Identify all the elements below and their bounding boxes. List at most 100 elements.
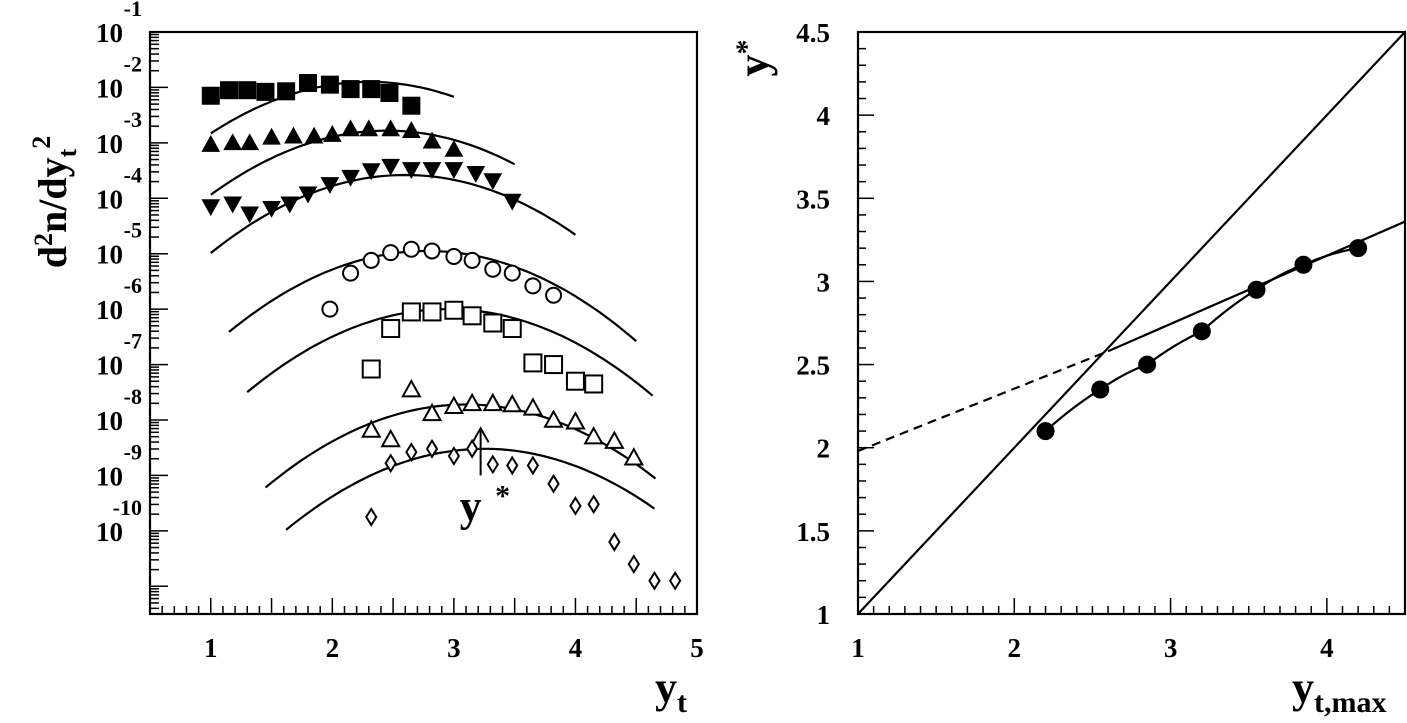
left-marks <box>201 73 682 591</box>
data-point-open-diamond <box>608 532 621 552</box>
data-point-filled-triangle-down <box>502 193 522 211</box>
data-point-open-diamond <box>465 438 479 459</box>
ystar-label-sup: * <box>495 479 510 512</box>
data-point-filled-triangle-down <box>466 166 486 183</box>
right-xlabel: yt,max <box>1292 663 1386 719</box>
data-point-filled-triangle-up <box>401 121 421 138</box>
x-tick-label: 2 <box>326 633 340 663</box>
data-point-open-triangle-up <box>502 393 523 413</box>
right-tick-labels: 1 2 3 4 1 1.5 2 2.5 3 3.5 4 4.5 <box>796 18 1333 663</box>
y-tick-exponent: -4 <box>124 162 142 187</box>
data-point-open-diamond <box>384 453 397 474</box>
data-point-open-square <box>462 306 482 326</box>
fit-line-extrapolated <box>857 350 1109 453</box>
data-point-filled-triangle-down <box>361 163 381 181</box>
data-point-open-circle <box>445 247 463 265</box>
data-point-open-triangle-up <box>421 402 443 422</box>
data-point-open-triangle-up <box>522 397 544 416</box>
data-point-open-triangle-up <box>361 419 382 438</box>
data-point-open-square <box>502 319 522 339</box>
y-tick-exponent: -7 <box>124 329 142 354</box>
data-point-open-square <box>381 319 401 339</box>
data-point-open-diamond <box>405 442 418 463</box>
data-point-open-circle <box>463 251 481 269</box>
data-point-open-diamond <box>587 494 600 515</box>
y-tick-label: 1 <box>817 600 831 630</box>
x-tick-label: 1 <box>851 633 865 663</box>
data-point-open-diamond <box>506 455 519 476</box>
data-point-open-square <box>565 371 585 391</box>
data-point-filled-triangle-down <box>223 196 243 214</box>
right-lines <box>857 31 1406 615</box>
data-point-open-square <box>544 355 564 375</box>
data-point-filled-square <box>362 80 381 99</box>
left-ticks <box>149 31 698 614</box>
data-point-open-circle <box>503 264 521 282</box>
data-point-filled-triangle-up <box>201 134 221 152</box>
data-point-filled-square <box>320 75 339 94</box>
y-tick-exponent: -6 <box>124 273 142 298</box>
data-point-filled-triangle-down <box>422 162 442 179</box>
data-point-filled-triangle-up <box>284 126 303 144</box>
data-point-filled-circle <box>1294 255 1313 274</box>
diagonal-line <box>857 31 1406 615</box>
ystar-label: y <box>460 481 482 530</box>
y-tick-label: 10 <box>96 461 123 491</box>
data-point-filled-triangle-up <box>359 119 379 137</box>
ystar-annotation: y * <box>460 426 510 530</box>
fit-curve <box>228 249 637 342</box>
y-tick-exponent: -5 <box>124 218 142 243</box>
data-point-filled-square <box>238 81 257 100</box>
data-point-open-circle <box>545 286 563 304</box>
right-frame <box>856 30 1407 616</box>
data-point-filled-circle <box>1036 422 1055 441</box>
data-point-open-circle <box>524 277 542 295</box>
data-point-open-diamond <box>648 570 661 591</box>
data-point-open-triangle-up <box>543 409 564 428</box>
y-tick-label: 4.5 <box>796 18 830 48</box>
data-point-open-diamond <box>447 446 461 466</box>
x-tick-label: 2 <box>1008 633 1022 663</box>
data-point-filled-triangle-down <box>381 158 401 176</box>
data-point-open-circle <box>382 244 400 262</box>
x-tick-label: 4 <box>1320 633 1334 663</box>
data-point-filled-circle <box>1247 280 1266 299</box>
y-tick-label: 3.5 <box>796 184 830 214</box>
y-tick-label: 10 <box>96 517 123 547</box>
left-xlabel: yt <box>655 663 687 719</box>
y-tick-label: 10 <box>96 295 123 325</box>
fit-curve <box>210 129 516 196</box>
y-tick-label: 1.5 <box>796 517 830 547</box>
y-tick-label: 3 <box>817 267 831 297</box>
data-point-filled-square <box>220 81 239 100</box>
data-point-filled-triangle-up <box>262 127 281 145</box>
y-tick-label: 10 <box>96 406 123 436</box>
data-point-open-triangle-up <box>443 395 465 414</box>
data-point-filled-square <box>402 96 421 115</box>
x-tick-label: 5 <box>690 633 704 663</box>
y-tick-label: 10 <box>96 240 123 270</box>
y-tick-label: 10 <box>96 351 123 381</box>
data-point-filled-triangle-up <box>304 126 324 144</box>
data-point-open-square <box>444 300 464 320</box>
right-ylabel: y* <box>729 40 778 77</box>
x-tick-label: 4 <box>569 633 583 663</box>
data-point-open-square <box>422 302 442 322</box>
data-point-open-triangle-up <box>604 430 625 449</box>
left-panel: 1 2 3 4 510-110-210-310-410-510-610-710-810-… <box>27 0 704 719</box>
data-point-filled-square <box>380 83 399 102</box>
data-point-open-square <box>401 302 421 322</box>
data-point-filled-triangle-up <box>322 125 342 142</box>
data-point-filled-triangle-up <box>444 139 464 157</box>
data-point-filled-circle <box>1091 380 1110 399</box>
data-point-filled-square <box>256 82 275 101</box>
data-point-filled-triangle-down <box>444 162 464 179</box>
y-tick-label: 2 <box>817 434 831 464</box>
y-tick-label: 4 <box>817 101 831 131</box>
data-point-open-triangle-up <box>565 411 586 430</box>
y-tick-exponent: -9 <box>124 439 142 464</box>
left-ylabel: d2n/dyt2 <box>27 136 82 269</box>
data-point-filled-triangle-up <box>341 119 360 137</box>
data-point-open-diamond <box>547 473 560 494</box>
